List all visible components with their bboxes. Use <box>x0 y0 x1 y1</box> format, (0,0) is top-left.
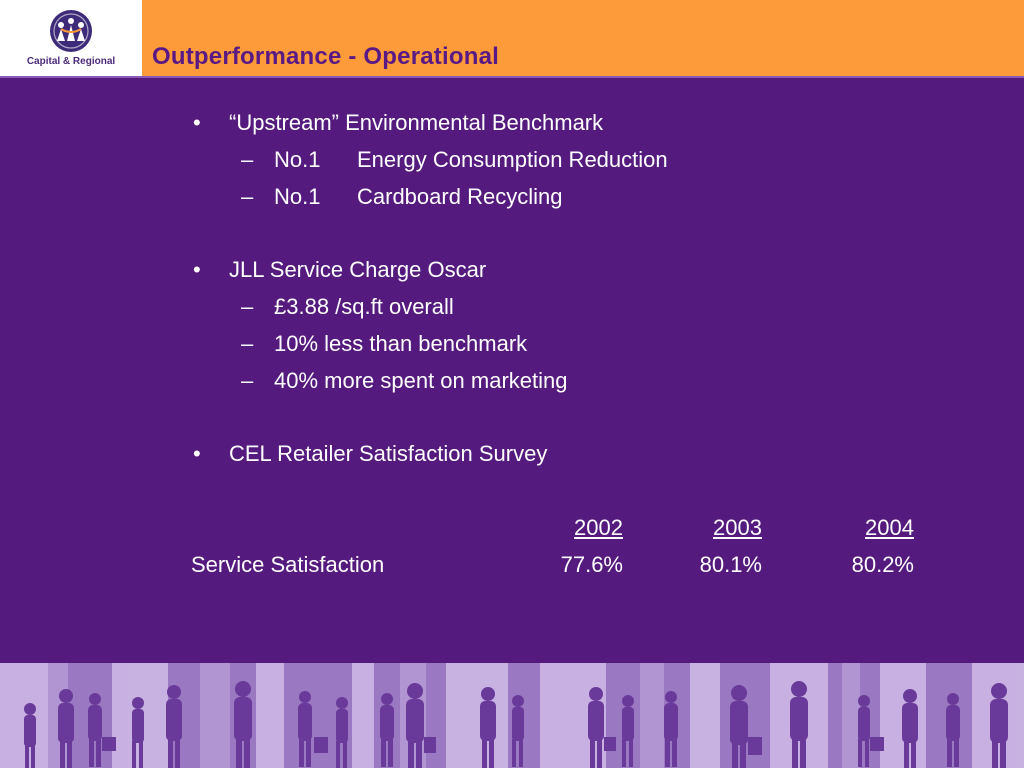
shoppers-silhouette-icon <box>0 663 1024 768</box>
footer-shoppers-image <box>0 663 1024 768</box>
sub-dash: – <box>241 184 254 209</box>
bullet-marker: • <box>193 257 201 282</box>
logo: Capital & Regional <box>0 0 142 76</box>
value-2003: 80.1% <box>699 552 762 577</box>
year-header-2004: 2004 <box>865 515 914 540</box>
sub-item-energy: No.1 Energy Consumption Reduction <box>274 147 668 173</box>
sub-item-cardboard: No.1 Cardboard Recycling <box>274 184 562 210</box>
year-header-2003: 2003 <box>713 515 762 540</box>
sub-item-text: Energy Consumption Reduction <box>357 147 668 172</box>
sub-item-benchmark: 10% less than benchmark <box>274 331 528 356</box>
value-2004: 80.2% <box>851 552 914 577</box>
sub-dash: – <box>241 147 254 172</box>
sub-item-text: Cardboard Recycling <box>357 184 563 209</box>
bullet-jll: JLL Service Charge Oscar <box>229 257 487 282</box>
slide-title: Outperformance - Operational <box>152 43 499 70</box>
rank-label: No.1 <box>274 147 321 172</box>
sub-dash: – <box>241 294 254 319</box>
slide-content: • “Upstream” Environmental Benchmark – N… <box>191 110 914 577</box>
row-label-service-satisfaction: Service Satisfaction <box>191 552 385 577</box>
bullet-cel: CEL Retailer Satisfaction Survey <box>229 441 548 466</box>
logo-text: Capital & Regional <box>26 56 116 67</box>
header-bar: Capital & Regional Outperformance - Oper… <box>0 0 1024 76</box>
sub-dash: – <box>241 368 254 393</box>
bullet-marker: • <box>193 441 201 466</box>
bullet-upstream: “Upstream” Environmental Benchmark <box>229 110 604 135</box>
value-2002: 77.6% <box>560 552 623 577</box>
rank-label: No.1 <box>274 184 321 209</box>
sub-dash: – <box>241 331 254 356</box>
sub-item-marketing: 40% more spent on marketing <box>274 368 568 393</box>
header-divider <box>0 76 1024 78</box>
capital-regional-logo-icon <box>50 10 92 52</box>
bullet-marker: • <box>193 110 201 135</box>
sub-item-cost: £3.88 /sq.ft overall <box>274 294 454 319</box>
year-header-2002: 2002 <box>574 515 623 540</box>
